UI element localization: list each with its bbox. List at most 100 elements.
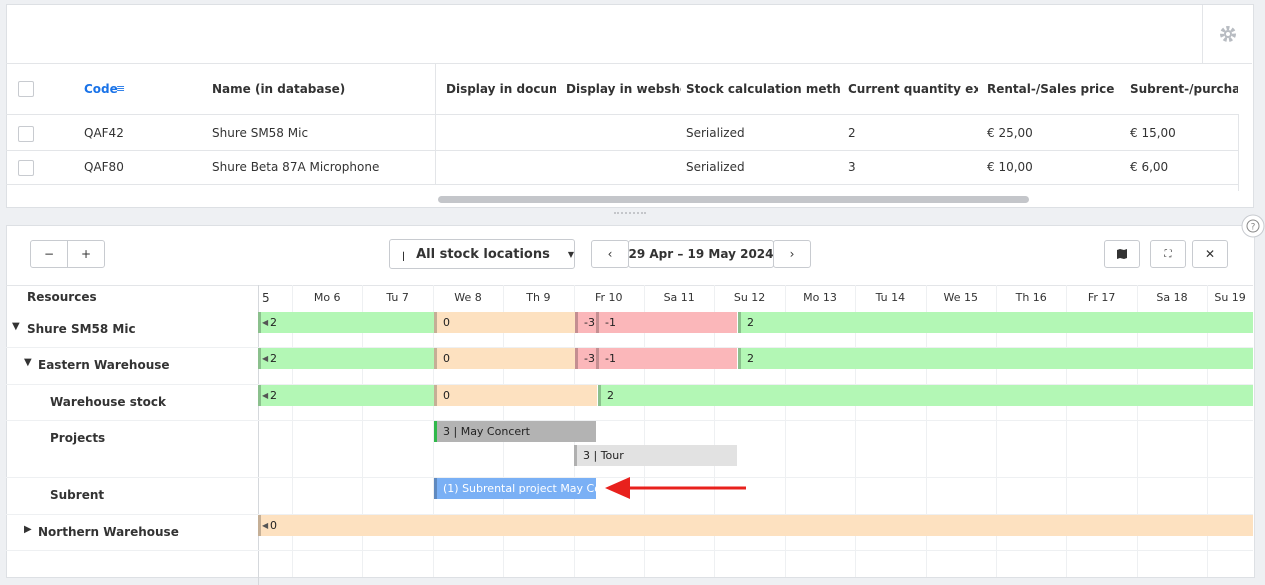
divider bbox=[6, 184, 1238, 185]
availability-bar[interactable]: 2 bbox=[738, 348, 1253, 369]
map-button[interactable] bbox=[1104, 240, 1140, 268]
expand-toggle[interactable]: ▼ bbox=[12, 321, 20, 332]
period-label[interactable]: 29 Apr – 19 May 2024 bbox=[628, 240, 774, 268]
day-label: Fr 10 bbox=[595, 291, 623, 304]
cell: € 15,00 bbox=[1130, 126, 1176, 140]
availability-bar[interactable]: ◀ 0 bbox=[258, 515, 1253, 536]
grid-line bbox=[432, 285, 434, 577]
grid-line bbox=[1207, 285, 1209, 577]
day-label: Tu 14 bbox=[875, 291, 906, 304]
divider bbox=[6, 63, 1252, 64]
grid-line bbox=[1136, 285, 1138, 577]
resource-label: Subrent bbox=[50, 488, 105, 502]
resource-label: Eastern Warehouse bbox=[38, 358, 170, 372]
header-checkbox[interactable] bbox=[18, 81, 34, 97]
day-label: We 15 bbox=[943, 291, 979, 304]
column-header[interactable]: Stock calculation method bbox=[686, 82, 841, 96]
grid-line bbox=[1066, 285, 1068, 577]
column-header[interactable]: Rental-/Sales price bbox=[987, 82, 1115, 96]
fullscreen-button[interactable]: ⛶ bbox=[1150, 240, 1186, 268]
cell: € 6,00 bbox=[1130, 160, 1169, 174]
column-header[interactable]: Display in documen bbox=[446, 82, 556, 96]
divider bbox=[258, 285, 259, 585]
close-button[interactable]: ✕ bbox=[1192, 240, 1228, 268]
availability-bar[interactable]: (1) Subrental project May Conc bbox=[434, 478, 596, 499]
bar-arrow: ◀ bbox=[262, 318, 269, 327]
cell: Shure SM58 Mic bbox=[212, 126, 309, 140]
divider bbox=[6, 114, 1238, 115]
scrollbar[interactable] bbox=[438, 196, 1029, 203]
bar-arrow: ◀ bbox=[262, 521, 269, 530]
availability-bar[interactable]: 0 bbox=[434, 312, 575, 333]
day-label: Th 9 bbox=[526, 291, 551, 304]
cell: Serialized bbox=[686, 160, 745, 174]
day-label: Mo 13 bbox=[803, 291, 837, 304]
availability-bar[interactable]: -3 bbox=[575, 348, 596, 369]
row-divider bbox=[6, 514, 1253, 515]
cell: Serialized bbox=[686, 126, 745, 140]
availability-bar[interactable]: 0 bbox=[434, 385, 597, 406]
column-header[interactable]: Name (in database) bbox=[212, 82, 346, 96]
column-header[interactable]: Display in webshop bbox=[566, 82, 681, 96]
grid-line bbox=[855, 285, 857, 577]
cell: 3 bbox=[848, 160, 856, 174]
table-panel bbox=[6, 4, 1254, 208]
availability-bar[interactable]: ◀ 2 bbox=[258, 385, 434, 406]
availability-bar[interactable]: 3 | Tour bbox=[574, 445, 737, 466]
day-label: Th 16 bbox=[1015, 291, 1047, 304]
availability-bar[interactable]: -1 bbox=[596, 312, 737, 333]
settings-icon[interactable] bbox=[1219, 25, 1237, 43]
grid-line bbox=[644, 285, 645, 577]
day-label: 5 bbox=[262, 291, 270, 305]
resource-label: Projects bbox=[50, 431, 106, 445]
row-divider bbox=[6, 420, 1253, 421]
availability-bar[interactable]: 2 bbox=[738, 312, 1253, 333]
cell: 2 bbox=[848, 126, 856, 140]
resource-label: Northern Warehouse bbox=[38, 525, 179, 539]
column-header[interactable]: Subrent-/purchase cos bbox=[1130, 82, 1238, 96]
location-select[interactable]: All stock locations ▼ bbox=[389, 239, 575, 269]
availability-bar[interactable]: -3 bbox=[575, 312, 596, 333]
previous-button[interactable]: ‹ bbox=[591, 240, 629, 268]
resize-handle[interactable] bbox=[614, 212, 646, 220]
resource-label: Warehouse stock bbox=[50, 395, 166, 409]
sort-icon: ≡ bbox=[116, 82, 126, 95]
day-label: Sa 18 bbox=[1156, 291, 1188, 304]
resource-label: Shure SM58 Mic bbox=[27, 322, 136, 336]
help-icon[interactable]: ? bbox=[1240, 214, 1265, 239]
row-divider bbox=[6, 550, 1253, 551]
row-divider bbox=[6, 347, 1253, 348]
divider bbox=[1202, 5, 1203, 63]
expand-toggle[interactable]: ▶ bbox=[24, 524, 32, 535]
divider bbox=[6, 150, 1238, 151]
availability-bar[interactable]: -1 bbox=[596, 348, 737, 369]
availability-bar[interactable]: 3 | May Concert bbox=[434, 421, 596, 442]
zoom-out-button[interactable]: − bbox=[30, 240, 68, 268]
bar-arrow: ◀ bbox=[262, 354, 269, 363]
zoom-in-button[interactable]: + bbox=[67, 240, 105, 268]
divider bbox=[1238, 114, 1239, 191]
day-label: Mo 6 bbox=[313, 291, 341, 304]
row-divider bbox=[6, 384, 1253, 385]
expand-toggle[interactable]: ▼ bbox=[24, 357, 32, 368]
day-label: We 8 bbox=[454, 291, 482, 304]
availability-bar[interactable]: ◀ 2 bbox=[258, 348, 434, 369]
availability-bar[interactable]: ◀ 2 bbox=[258, 312, 434, 333]
next-button[interactable]: › bbox=[773, 240, 811, 268]
annotation-arrow bbox=[605, 477, 746, 499]
grid-line bbox=[292, 285, 293, 577]
bar-arrow: ◀ bbox=[262, 391, 269, 400]
day-label: Sa 11 bbox=[663, 291, 695, 304]
row-checkbox[interactable] bbox=[18, 126, 34, 142]
row-checkbox[interactable] bbox=[18, 160, 34, 176]
availability-bar[interactable]: 0 bbox=[434, 348, 575, 369]
day-label: Tu 7 bbox=[386, 291, 409, 304]
column-header[interactable]: Current quantity excl. r bbox=[848, 82, 978, 96]
day-label: Fr 17 bbox=[1087, 291, 1116, 304]
svg-text:?: ? bbox=[1251, 223, 1256, 233]
availability-bar[interactable]: 2 bbox=[598, 385, 1253, 406]
cell: Shure Beta 87A Microphone bbox=[212, 160, 380, 174]
day-label: Su 12 bbox=[733, 291, 766, 304]
column-header[interactable]: Code bbox=[84, 82, 118, 96]
